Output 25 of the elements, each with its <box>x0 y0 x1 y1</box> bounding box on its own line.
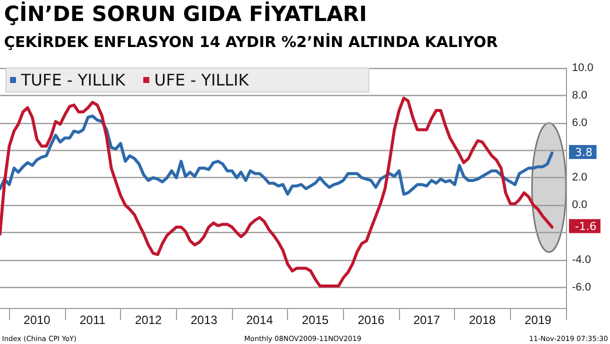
y-tick-label: 2.0 <box>572 172 588 184</box>
y-tick-label: -6.0 <box>572 281 591 294</box>
chart-subtitle: ÇEKİRDEK ENFLASYON 14 AYDIR %2’NİN ALTINDA KALIYOR <box>4 33 498 51</box>
x-tick-label: 2016 <box>358 313 385 327</box>
x-tick-label: 2012 <box>134 313 162 327</box>
annotation: 3.8 <box>575 146 592 160</box>
chart-title: ÇİN’DE SORUN GIDA FİYATLARI <box>4 2 367 26</box>
x-tick-label: 2013 <box>190 313 218 327</box>
x-tick-label: 2018 <box>468 313 496 327</box>
y-tick-label: 0.0 <box>572 199 588 212</box>
y-tick-label: 6.0 <box>572 116 588 129</box>
x-tick-label: 2019 <box>524 313 552 327</box>
x-tick-label: 2015 <box>302 313 329 327</box>
x-tick-label: 2010 <box>24 313 51 327</box>
line-series <box>0 96 554 288</box>
x-tick-label: 2011 <box>80 313 106 327</box>
line-series <box>0 114 554 196</box>
legend-label: UFE - YILLIK <box>154 70 250 90</box>
x-tick-label: 2017 <box>413 313 440 327</box>
x-tick-label: 2014 <box>246 313 274 327</box>
y-tick-label: 8.0 <box>572 89 588 102</box>
annotation: -1.6 <box>575 220 596 234</box>
y-tick-label: -4.0 <box>572 254 591 266</box>
legend-label: TUFE - YILLIK <box>20 70 126 90</box>
y-tick-label: 10.0 <box>572 62 594 74</box>
